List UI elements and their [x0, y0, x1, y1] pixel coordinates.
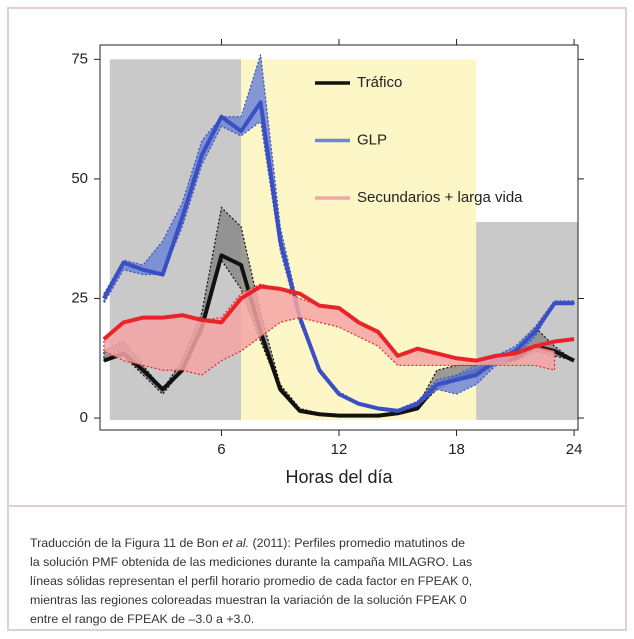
x-tick-label: 24: [566, 441, 583, 458]
y-tick-label: 25: [71, 289, 88, 306]
legend-label: Secundarios + larga vida: [357, 189, 523, 206]
caption-text: (2011): Perfiles promedio matutinos de: [249, 536, 466, 550]
caption-text: entre el rango de FPEAK de –3.0 a +3.0.: [30, 612, 255, 626]
band: [103, 283, 556, 376]
caption-text: líneas sólidas representan el perfil hor…: [30, 574, 473, 588]
legend-label: GLP: [357, 131, 387, 148]
caption-text: mientras las regiones coloreadas muestra…: [30, 593, 467, 607]
caption-text: Traducción de la Figura 11 de Bon: [30, 536, 223, 550]
caption-text: et al.: [222, 536, 250, 550]
caption-line: entre el rango de FPEAK de –3.0 a +3.0.: [30, 610, 610, 629]
caption-line: líneas sólidas representan el perfil hor…: [30, 572, 610, 591]
x-axis-label: Horas del día: [285, 467, 393, 487]
legend-label: Tráfico: [357, 74, 402, 91]
x-tick-label: 6: [217, 441, 225, 458]
y-tick-label: 0: [80, 409, 88, 426]
plot-area: 0 25 50 75 6 12 18 24 Tráfico GLP Secundarios + la…: [71, 39, 584, 458]
x-tick-label: 18: [448, 441, 465, 458]
caption-line: Traducción de la Figura 11 de Bon et al.…: [30, 534, 610, 553]
caption-line: la solución PMF obtenida de las medicion…: [30, 553, 610, 572]
shaded-region: [476, 221, 578, 421]
frame: [7, 7, 627, 631]
caption-line: mientras las regiones coloreadas muestra…: [30, 591, 610, 610]
caption-text: la solución PMF obtenida de las medicion…: [30, 555, 473, 569]
y-tick-label: 75: [71, 50, 88, 67]
series-line: [102, 284, 575, 363]
x-tick-label: 12: [331, 441, 348, 458]
y-tick-label: 50: [71, 170, 88, 187]
caption: Traducción de la Figura 11 de Bon et al.…: [30, 534, 610, 629]
